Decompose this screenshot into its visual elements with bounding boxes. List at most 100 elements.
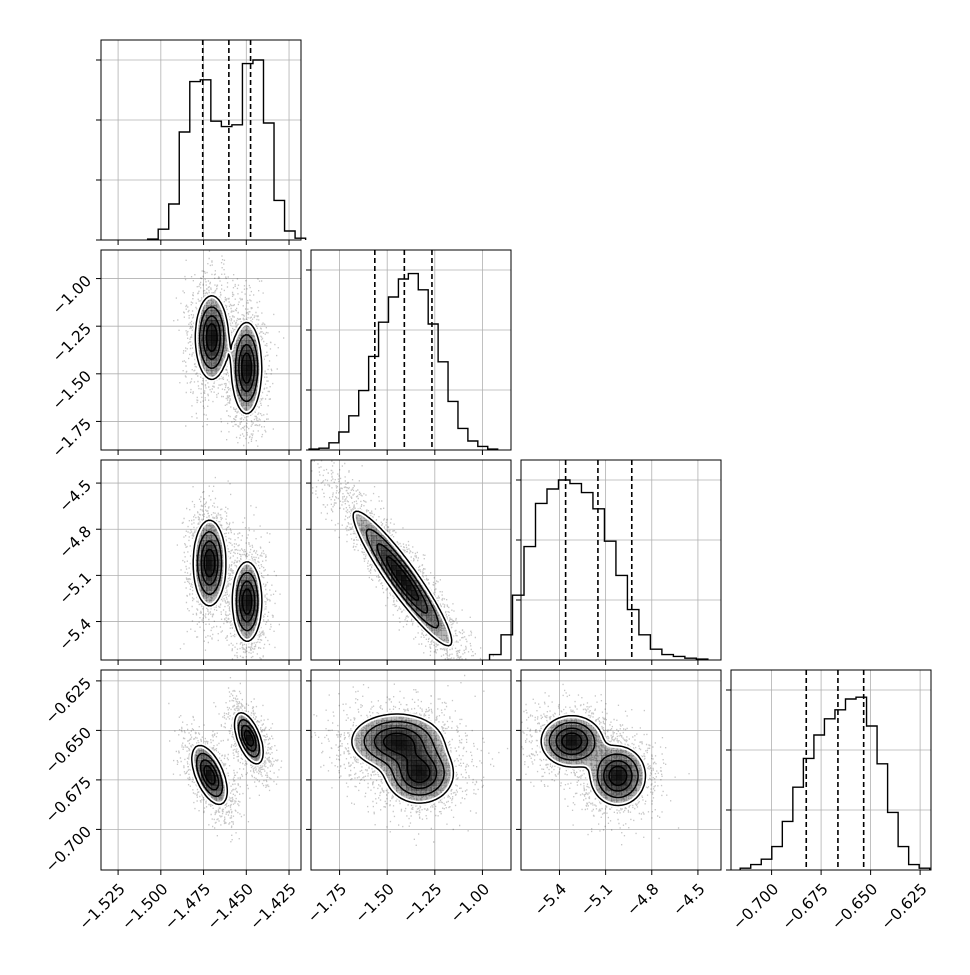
density-cell bbox=[251, 350, 257, 356]
density-cell bbox=[236, 355, 242, 361]
contour-line bbox=[352, 510, 453, 647]
density-cell bbox=[401, 765, 407, 771]
density-cell bbox=[436, 740, 442, 746]
density-cell bbox=[196, 750, 202, 756]
density-cell bbox=[621, 755, 627, 761]
density-cell bbox=[241, 390, 247, 396]
density-cell bbox=[256, 755, 262, 761]
density-cell bbox=[406, 785, 412, 791]
density-cell bbox=[576, 730, 582, 736]
y-tick-label: −0.625 bbox=[42, 674, 95, 727]
density-cell bbox=[626, 780, 632, 786]
density-cell bbox=[421, 620, 427, 626]
density-cell bbox=[241, 400, 247, 406]
density-cell bbox=[421, 585, 427, 591]
contour-line bbox=[363, 720, 445, 796]
density-cell bbox=[206, 300, 212, 306]
density-cell bbox=[436, 775, 442, 781]
density-cell bbox=[201, 595, 207, 601]
density-cell bbox=[591, 780, 597, 786]
density-cell bbox=[356, 525, 362, 531]
y-tick-label: −1.75 bbox=[49, 415, 95, 461]
density-cell bbox=[586, 725, 592, 731]
density-cell bbox=[411, 780, 417, 786]
density-cell bbox=[211, 300, 217, 306]
contour-line bbox=[203, 548, 253, 615]
density-cell bbox=[546, 735, 552, 741]
density-cell bbox=[596, 745, 602, 751]
density-cell bbox=[421, 760, 427, 766]
y-tick-label: −4.8 bbox=[56, 523, 95, 562]
density-cell bbox=[416, 765, 422, 771]
density-cell bbox=[551, 725, 557, 731]
density-cell bbox=[396, 575, 402, 581]
density-cell bbox=[371, 745, 377, 751]
density-cell bbox=[216, 590, 222, 596]
density-cell bbox=[446, 765, 452, 771]
density-cell bbox=[381, 565, 387, 571]
density-cell bbox=[221, 350, 227, 356]
density-cell bbox=[206, 550, 212, 556]
density-cell bbox=[256, 600, 262, 606]
density-cell bbox=[426, 740, 432, 746]
density-cell bbox=[401, 785, 407, 791]
density-cell bbox=[616, 765, 622, 771]
density-cell bbox=[211, 560, 217, 566]
density-cell bbox=[376, 740, 382, 746]
density-cell bbox=[256, 595, 262, 601]
histogram-step bbox=[739, 696, 931, 870]
density-cell bbox=[401, 780, 407, 786]
density-cell bbox=[581, 740, 587, 746]
density-cell bbox=[201, 525, 207, 531]
density-cell bbox=[421, 745, 427, 751]
density-cell bbox=[246, 585, 252, 591]
density-cell bbox=[246, 615, 252, 621]
x-tick-label: −4.8 bbox=[623, 880, 662, 919]
density-cell bbox=[371, 535, 377, 541]
density-cell bbox=[426, 770, 432, 776]
density-cell bbox=[376, 555, 382, 561]
density-cell bbox=[246, 595, 252, 601]
density-cell bbox=[441, 750, 447, 756]
density-cell bbox=[391, 760, 397, 766]
density-cell bbox=[591, 770, 597, 776]
density-cell bbox=[386, 735, 392, 741]
density-cell bbox=[206, 765, 212, 771]
density-cell bbox=[416, 750, 422, 756]
density-cell bbox=[611, 755, 617, 761]
density-cell bbox=[236, 375, 242, 381]
axes-frame bbox=[310, 459, 512, 661]
density-cell bbox=[406, 740, 412, 746]
axes-frame bbox=[100, 39, 302, 241]
density-cell bbox=[601, 745, 607, 751]
density-cell bbox=[591, 725, 597, 731]
density-cell bbox=[241, 330, 247, 336]
density-cell bbox=[246, 620, 252, 626]
density-cell bbox=[441, 630, 447, 636]
density-cell bbox=[206, 570, 212, 576]
density-cell bbox=[376, 545, 382, 551]
density-cell bbox=[216, 350, 222, 356]
density-cell bbox=[591, 760, 597, 766]
contour-line bbox=[195, 718, 261, 798]
density-cell bbox=[241, 625, 247, 631]
density-cell bbox=[216, 535, 222, 541]
scatter-panel-2-3 bbox=[516, 669, 722, 875]
density-cell bbox=[241, 715, 247, 721]
density-cell bbox=[566, 745, 572, 751]
density-cell bbox=[241, 595, 247, 601]
density-cell bbox=[256, 590, 262, 596]
density-cell bbox=[381, 545, 387, 551]
density-cell bbox=[231, 355, 237, 361]
density-cell bbox=[216, 365, 222, 371]
density-cell bbox=[381, 555, 387, 561]
density-cell bbox=[621, 790, 627, 796]
contour-line bbox=[199, 724, 257, 791]
density-cell bbox=[201, 555, 207, 561]
contour-line bbox=[196, 531, 259, 632]
density-cell bbox=[601, 795, 607, 801]
density-cell bbox=[401, 575, 407, 581]
density-cell bbox=[636, 760, 642, 766]
density-cell bbox=[616, 760, 622, 766]
